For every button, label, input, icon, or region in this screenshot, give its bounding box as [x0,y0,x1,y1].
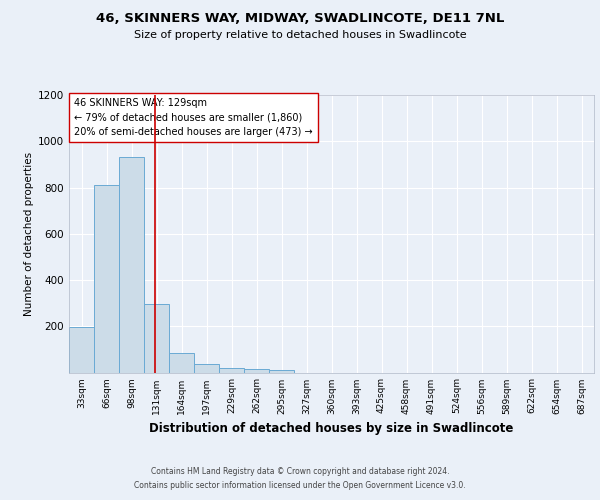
Bar [119,158,144,372]
Text: Contains HM Land Registry data © Crown copyright and database right 2024.: Contains HM Land Registry data © Crown c… [151,467,449,476]
Bar [94,185,119,372]
Bar [69,328,94,372]
Bar [244,369,269,372]
Text: Size of property relative to detached houses in Swadlincote: Size of property relative to detached ho… [134,30,466,40]
Bar [169,353,194,372]
Bar [219,368,244,372]
Text: 46 SKINNERS WAY: 129sqm
← 79% of detached houses are smaller (1,860)
20% of semi: 46 SKINNERS WAY: 129sqm ← 79% of detache… [74,98,313,138]
Y-axis label: Number of detached properties: Number of detached properties [24,152,34,316]
Text: 46, SKINNERS WAY, MIDWAY, SWADLINCOTE, DE11 7NL: 46, SKINNERS WAY, MIDWAY, SWADLINCOTE, D… [96,12,504,26]
Bar [144,304,169,372]
Text: Contains public sector information licensed under the Open Government Licence v3: Contains public sector information licen… [134,481,466,490]
Bar [269,370,294,372]
X-axis label: Distribution of detached houses by size in Swadlincote: Distribution of detached houses by size … [149,422,514,435]
Bar [194,364,219,372]
